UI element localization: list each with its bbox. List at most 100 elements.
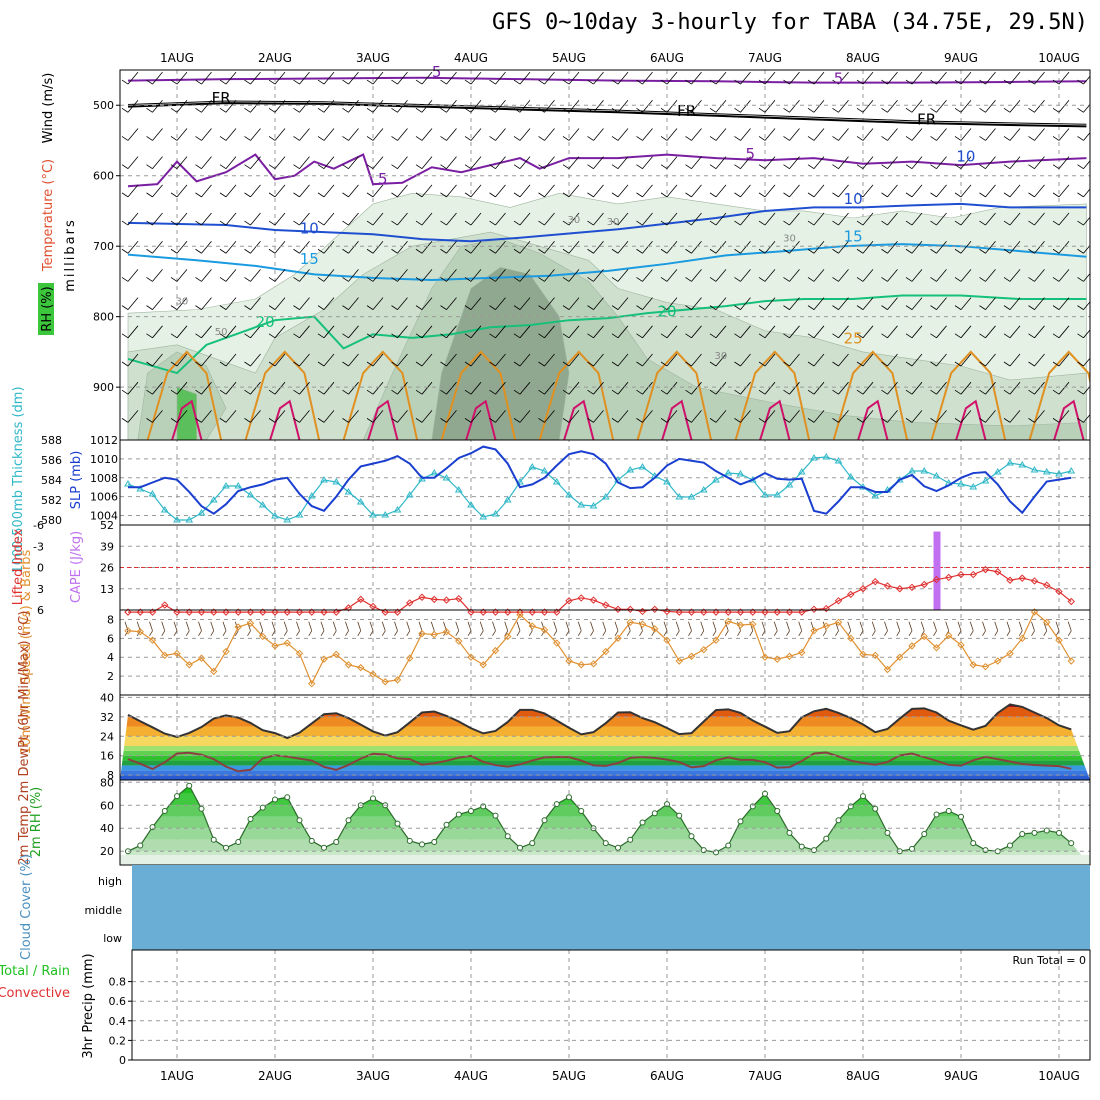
rh2m-point xyxy=(566,794,572,801)
rh2m-point xyxy=(259,804,266,811)
contour-label: 30 xyxy=(783,233,796,244)
wind-barb xyxy=(734,212,751,226)
rh-tick-label: 20 xyxy=(100,845,114,858)
wind-barb-10m xyxy=(614,621,619,636)
thickness-tick-label: 582 xyxy=(41,494,62,507)
wind-barb xyxy=(832,128,849,141)
thickness-point xyxy=(344,488,353,495)
contour-label: 30 xyxy=(715,351,728,362)
isotherm-30-day-9 xyxy=(955,399,987,440)
rh2m-point xyxy=(602,840,609,847)
wind-barb xyxy=(293,325,310,339)
contour-label: FR xyxy=(917,110,936,128)
contour-label: 30 xyxy=(607,217,620,228)
isotherm-25-day-1 xyxy=(146,350,223,440)
wind-speed-point xyxy=(920,632,928,641)
wind-barb xyxy=(415,325,433,339)
wind-barb xyxy=(170,325,188,339)
lifted-index-point xyxy=(565,597,573,605)
wind-barb xyxy=(979,71,996,85)
wind-barb xyxy=(464,100,482,113)
wind-barb xyxy=(464,71,482,85)
wind-barb-10m xyxy=(1006,621,1011,636)
wind-barb xyxy=(562,325,580,339)
lifted-index-point xyxy=(393,608,402,616)
lifted-index-point xyxy=(124,608,132,616)
date-label-top: 4AUG xyxy=(454,51,488,65)
wind-barb xyxy=(930,71,947,85)
wind-barb xyxy=(538,128,555,141)
wind-barb-10m xyxy=(492,621,496,636)
thickness-point xyxy=(822,453,831,460)
slp-tick-label: 1010 xyxy=(90,453,118,466)
wind-barb xyxy=(685,297,702,310)
wind-barb xyxy=(636,71,653,85)
lifted-index-point xyxy=(626,605,634,613)
wind-barb xyxy=(1028,240,1045,254)
wind-barb xyxy=(905,128,923,141)
wind-barb xyxy=(489,156,506,169)
wind-barb xyxy=(587,184,604,198)
wind-barb xyxy=(611,353,629,367)
rh-band xyxy=(120,793,1090,806)
wind-barb-10m xyxy=(210,621,215,636)
thickness-point xyxy=(1018,461,1027,468)
wind-barb xyxy=(832,297,849,310)
wind-barb xyxy=(366,353,384,367)
wind-barb xyxy=(856,240,874,254)
wind-barb xyxy=(317,100,335,113)
rh2m-point xyxy=(982,847,989,854)
wind-barb xyxy=(636,297,653,310)
precip-legend-convective: Convective xyxy=(0,986,70,1001)
wind-barb xyxy=(195,353,212,367)
wind-barb xyxy=(685,100,702,113)
date-label-top: 9AUG xyxy=(944,51,978,65)
isotherm-25-day-2 xyxy=(244,350,321,440)
wind-barb xyxy=(783,240,800,254)
thickness-point xyxy=(663,478,671,485)
temp-band xyxy=(120,736,1090,746)
wind-barb xyxy=(1052,128,1070,141)
wind-barb xyxy=(464,156,482,169)
wind-barb xyxy=(979,297,996,310)
wind-barb xyxy=(513,269,531,282)
wind-barb-10m xyxy=(565,621,570,636)
wind-barb xyxy=(979,353,996,367)
thickness-point xyxy=(675,493,684,500)
wind-barb xyxy=(293,381,310,395)
wind-barb xyxy=(709,156,727,169)
wind-barb xyxy=(146,269,163,282)
rh2m-point xyxy=(725,842,732,849)
wind-barb xyxy=(709,71,727,85)
wind-barb xyxy=(268,297,286,310)
wind-barb xyxy=(440,184,457,198)
lifted-index-point xyxy=(957,570,965,579)
wind-barb xyxy=(464,269,482,282)
rh2m-point xyxy=(627,836,634,843)
lifted-index-point xyxy=(712,608,720,616)
wind-barb xyxy=(170,240,188,254)
wind-barb xyxy=(979,269,996,282)
wind-barb xyxy=(1077,244,1090,254)
wind-barb xyxy=(1077,188,1090,198)
rh2m-point xyxy=(223,844,229,851)
thickness-point xyxy=(283,516,292,523)
wind-speed-point xyxy=(687,652,696,660)
wind-speed-point xyxy=(173,649,181,658)
wind-barb-10m xyxy=(381,621,386,636)
wind-barb xyxy=(317,156,335,169)
wind-barb xyxy=(832,100,849,113)
rh2m-point xyxy=(798,843,805,850)
thickness-point xyxy=(626,466,635,473)
rh2m-point xyxy=(762,790,768,797)
wind-barb xyxy=(905,156,923,169)
wind-barb xyxy=(954,269,972,282)
wind-barb xyxy=(513,381,531,395)
wind-barb xyxy=(513,325,531,339)
wind-barb xyxy=(268,71,286,85)
wind-tick-label: 6 xyxy=(107,632,114,645)
wind-speed-point xyxy=(332,650,340,659)
wind-barb xyxy=(611,269,629,282)
wind-barb xyxy=(856,269,874,282)
wind-speed-point xyxy=(491,646,500,655)
